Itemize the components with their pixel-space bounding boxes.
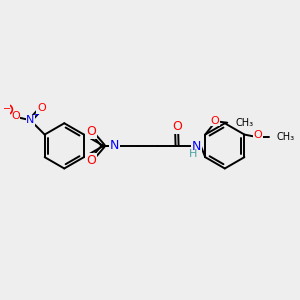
Text: N: N — [26, 115, 34, 125]
Text: O: O — [172, 120, 182, 133]
Text: O: O — [37, 103, 46, 113]
Text: O: O — [211, 116, 220, 126]
Text: O: O — [11, 111, 20, 122]
Text: O: O — [86, 125, 96, 138]
Text: +: + — [32, 110, 39, 118]
Text: N: N — [192, 140, 201, 153]
Text: O: O — [253, 130, 262, 140]
Text: O: O — [86, 154, 96, 167]
Text: H: H — [189, 149, 197, 159]
Text: N: N — [110, 140, 119, 152]
Text: CH₃: CH₃ — [277, 132, 295, 142]
Text: −: − — [3, 103, 11, 114]
Text: CH₃: CH₃ — [236, 118, 254, 128]
